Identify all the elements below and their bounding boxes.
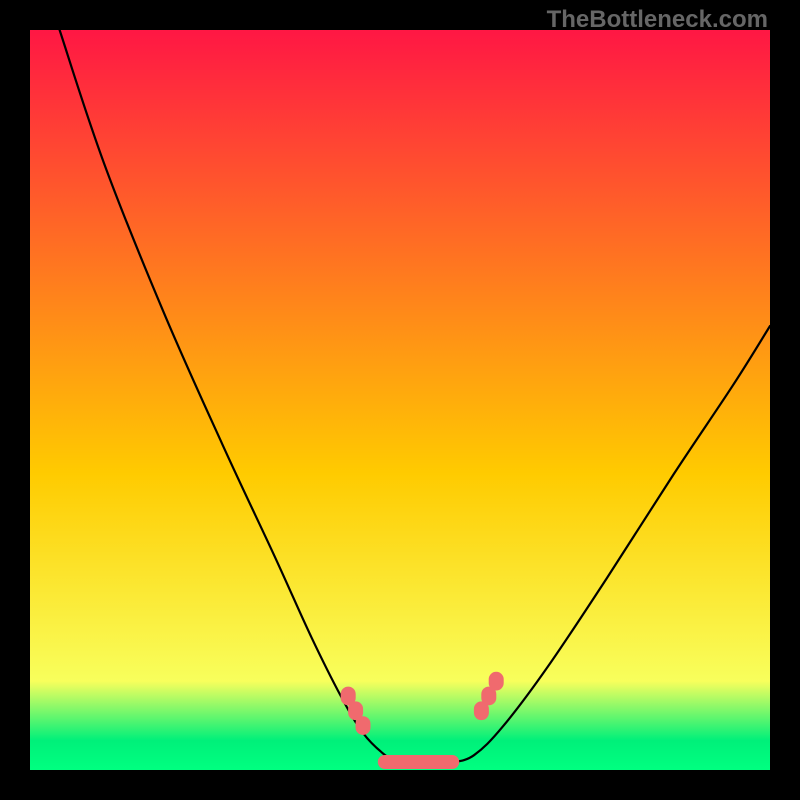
plot-area xyxy=(30,30,770,770)
watermark-text: TheBottleneck.com xyxy=(547,6,768,34)
chart-frame: TheBottleneck.com xyxy=(0,0,800,800)
